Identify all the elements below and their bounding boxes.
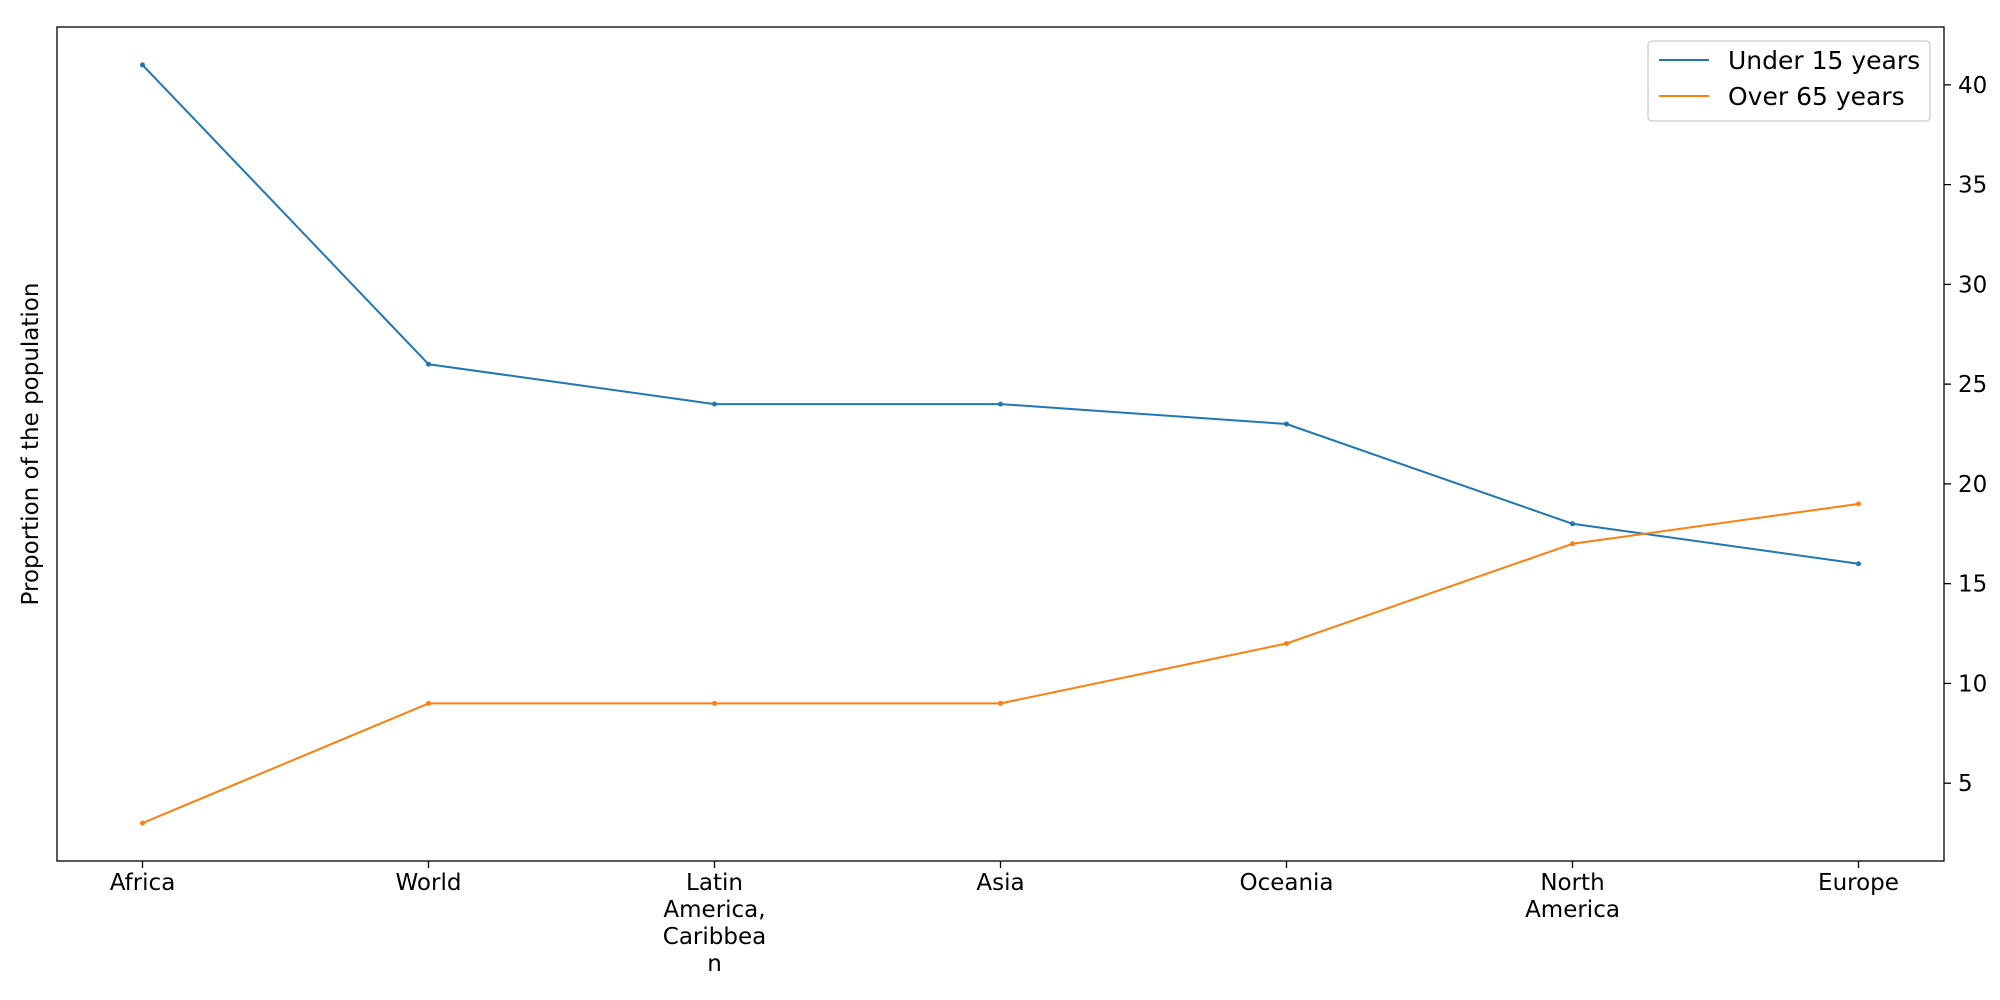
data-point-under-15-years-oceania (1284, 421, 1289, 427)
legend-box (1647, 40, 1931, 122)
data-point-under-15-years-world (426, 361, 431, 367)
y-tick-label-25: 25 (1958, 372, 1987, 398)
y-tick-label-30: 30 (1958, 272, 1987, 298)
y-tick-label-40: 40 (1958, 73, 1987, 99)
data-point-over-65-years-world (426, 700, 431, 706)
y-tick-label-20: 20 (1958, 472, 1987, 498)
data-point-over-65-years-latin-america-caribbean (712, 700, 717, 706)
y-tick-label-10: 10 (1958, 671, 1987, 697)
plot-area (56, 26, 1945, 862)
data-point-over-65-years-oceania (1284, 641, 1289, 647)
x-tick-label-asia: Asia (976, 870, 1024, 896)
y-tick-label-5: 5 (1958, 771, 1973, 797)
legend-label-under-15: Under 15 years (1728, 46, 1920, 75)
x-tick-label-europe: Europe (1818, 870, 1899, 896)
y-tick-label-35: 35 (1958, 173, 1987, 199)
series-layer (140, 62, 1861, 826)
data-point-under-15-years-north-america (1570, 521, 1575, 527)
data-point-under-15-years-europe (1856, 561, 1861, 567)
data-point-under-15-years-asia (998, 401, 1003, 407)
x-tick-label-world: World (396, 870, 462, 896)
y-axis-label: Proportion of the population (18, 283, 44, 606)
data-point-over-65-years-europe (1856, 501, 1861, 507)
data-point-over-65-years-north-america (1570, 541, 1575, 547)
data-point-under-15-years-latin-america-caribbean (712, 401, 717, 407)
legend-label-over-65: Over 65 years (1728, 82, 1905, 111)
x-tick-label-oceania: Oceania (1239, 870, 1333, 896)
y-axis: 5 10 15 20 25 30 35 40 (1944, 73, 1987, 797)
x-tick-label-latin-america-caribbean: Latin America, Caribbea n (663, 870, 766, 977)
x-tick-label-north-america: North America (1525, 870, 1620, 923)
x-axis: Africa World Latin America, Caribbea n Asia Oce… (110, 861, 1899, 977)
data-point-over-65-years-africa (140, 820, 145, 826)
x-tick-label-africa: Africa (110, 870, 176, 896)
legend: Under 15 years Over 65 years (1647, 40, 1931, 122)
data-point-over-65-years-asia (998, 700, 1003, 706)
y-tick-label-15: 15 (1958, 572, 1987, 598)
data-point-under-15-years-africa (140, 62, 145, 68)
